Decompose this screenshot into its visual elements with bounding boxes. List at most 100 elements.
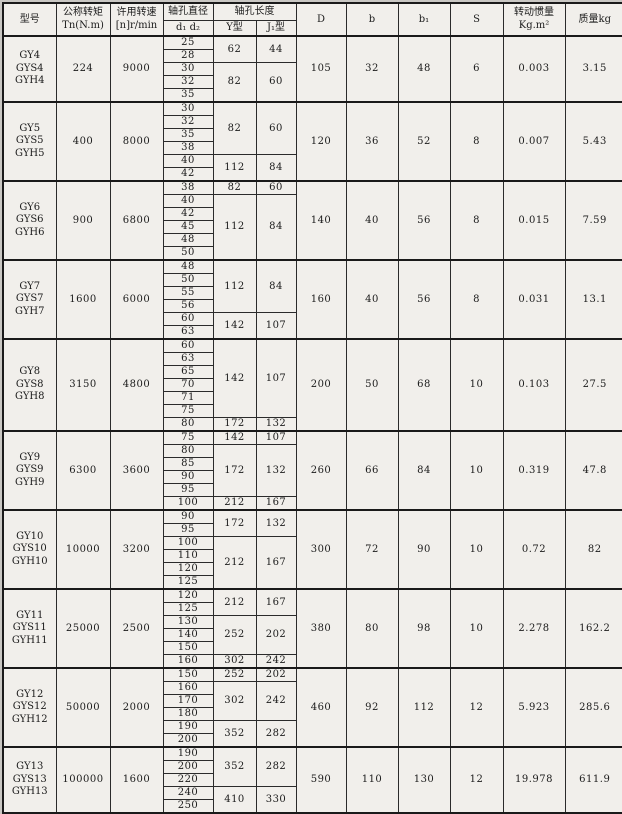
bore-cell: 71 [162, 391, 214, 405]
inertia-cell: 19.978 [502, 746, 566, 814]
dim-S-cell: 8 [449, 259, 504, 340]
bore-cell: 63 [162, 352, 214, 366]
header-length-y: Y型 [212, 19, 257, 37]
length-j-cell: 202 [255, 667, 297, 682]
bore-cell: 42 [162, 167, 214, 182]
bore-cell: 48 [162, 233, 214, 247]
bore-cell: 250 [162, 799, 214, 814]
header-bore-symbols: d₁ d₂ [162, 19, 214, 37]
length-j-cell: 60 [255, 180, 297, 195]
length-y-cell: 172 [212, 509, 257, 537]
bore-row: 160 302 242 [3, 681, 622, 721]
bore-row: GY5 GYS5 GYH5 400 8000 30 82 60 120 36 52 8 0.007 5… [2, 101, 622, 182]
dim-S-cell: 8 [449, 101, 504, 182]
bore-cell: 25 [162, 35, 214, 50]
dim-b-cell: 36 [345, 101, 399, 182]
bore-cell: 48 [162, 259, 214, 274]
bore-cell: 28 [162, 49, 214, 63]
model-cell: GY7 GYS7 GYH7 [2, 259, 57, 340]
table-header: 型号 公称转矩 Tn(N.m) 许用转速 [n]r/min 轴孔直径 轴孔长度 D … [2, 2, 622, 37]
bore-cell: 56 [162, 299, 214, 313]
mass-cell: 7.59 [564, 180, 622, 261]
header-inertia-line1: 转动惯量 [514, 7, 554, 18]
speed-cell: 6000 [109, 259, 164, 340]
dim-b-cell: 40 [345, 259, 399, 340]
length-j-cell: 84 [255, 194, 297, 261]
bore-row: GY13 GYS13 GYH13 100000 1600 190 352 282 590 11… [2, 746, 622, 814]
bore-row: 160 302 242 [3, 654, 622, 669]
bore-cell: 130 [162, 615, 214, 629]
bore-cell: 110 [162, 549, 214, 563]
model-cell: GY13 GYS13 GYH13 [2, 746, 57, 814]
model-cell: GY12 GYS12 GYH12 [2, 667, 57, 748]
torque-cell: 50000 [55, 667, 111, 748]
length-j-cell: 60 [255, 101, 297, 155]
length-y-cell: 352 [212, 720, 257, 748]
bore-cell: 80 [162, 444, 214, 458]
dim-D-cell: 460 [295, 667, 347, 748]
bore-cell: 190 [162, 720, 214, 734]
length-j-cell: 282 [255, 720, 297, 748]
dim-b-cell: 50 [345, 338, 399, 432]
header-inertia-line2: Kg.m² [518, 19, 550, 31]
torque-cell: 224 [55, 35, 111, 103]
length-y-cell: 302 [212, 681, 257, 721]
header-mass: 质量kg [564, 2, 622, 37]
dim-b1-cell: 56 [397, 259, 451, 340]
length-y-cell: 112 [212, 154, 257, 182]
speed-cell: 3600 [109, 430, 164, 511]
length-j-cell: 44 [255, 35, 297, 63]
length-y-cell: 212 [212, 588, 257, 616]
inertia-cell: 0.103 [502, 338, 566, 432]
length-y-cell: 112 [212, 259, 257, 313]
bore-cell: 60 [162, 338, 214, 353]
inertia-cell: 0.031 [502, 259, 566, 340]
bore-row: 130 252 202 [3, 615, 622, 655]
bore-cell: 45 [162, 220, 214, 234]
mass-cell: 13.1 [564, 259, 622, 340]
length-y-cell: 352 [212, 746, 257, 787]
bore-cell: 42 [162, 207, 214, 221]
length-j-cell: 107 [255, 312, 297, 340]
torque-cell: 400 [55, 101, 111, 182]
table-body: GY4 GYS4 GYH4 224 9000 25 62 44 105 32 48 6 0.003 3… [2, 35, 622, 814]
dim-b-cell: 110 [345, 746, 399, 814]
length-y-cell: 142 [212, 430, 257, 445]
length-y-cell: 142 [212, 312, 257, 340]
header-torque-line2: Tn(N.m) [62, 19, 104, 31]
bore-cell: 32 [162, 75, 214, 89]
bore-cell: 35 [162, 88, 214, 103]
bore-cell: 90 [162, 470, 214, 484]
length-j-cell: 242 [255, 654, 297, 669]
header-speed-line2: [n]r/min [115, 19, 158, 31]
mass-cell: 3.15 [564, 35, 622, 103]
speed-cell: 2500 [109, 588, 164, 669]
header-dim-b1: b₁ [397, 2, 451, 37]
bore-cell: 85 [162, 457, 214, 471]
speed-cell: 8000 [109, 101, 164, 182]
dim-b-cell: 72 [345, 509, 399, 590]
length-j-cell: 107 [255, 338, 297, 418]
header-bore-length: 轴孔长度 [212, 2, 297, 21]
bore-cell: 30 [162, 62, 214, 76]
bore-row: 95 [3, 483, 622, 497]
torque-cell: 10000 [55, 509, 111, 590]
mass-cell: 27.5 [564, 338, 622, 432]
bore-row: GY4 GYS4 GYH4 224 9000 25 62 44 105 32 48 6 0.003 3… [2, 35, 622, 103]
bore-cell: 150 [162, 641, 214, 655]
length-j-cell: 132 [255, 444, 297, 497]
length-j-cell: 167 [255, 536, 297, 590]
dim-b1-cell: 56 [397, 180, 451, 261]
length-y-cell: 172 [212, 444, 257, 497]
model-cell: GY9 GYS9 GYH9 [2, 430, 57, 511]
dim-b1-cell: 98 [397, 588, 451, 669]
length-j-cell: 282 [255, 746, 297, 787]
bore-cell: 160 [162, 654, 214, 669]
mass-cell: 162.2 [564, 588, 622, 669]
bore-cell: 120 [162, 562, 214, 576]
dim-D-cell: 140 [295, 180, 347, 261]
dim-S-cell: 10 [449, 509, 504, 590]
bore-cell: 100 [162, 496, 214, 511]
header-speed: 许用转速 [n]r/min [109, 2, 164, 37]
dim-D-cell: 380 [295, 588, 347, 669]
